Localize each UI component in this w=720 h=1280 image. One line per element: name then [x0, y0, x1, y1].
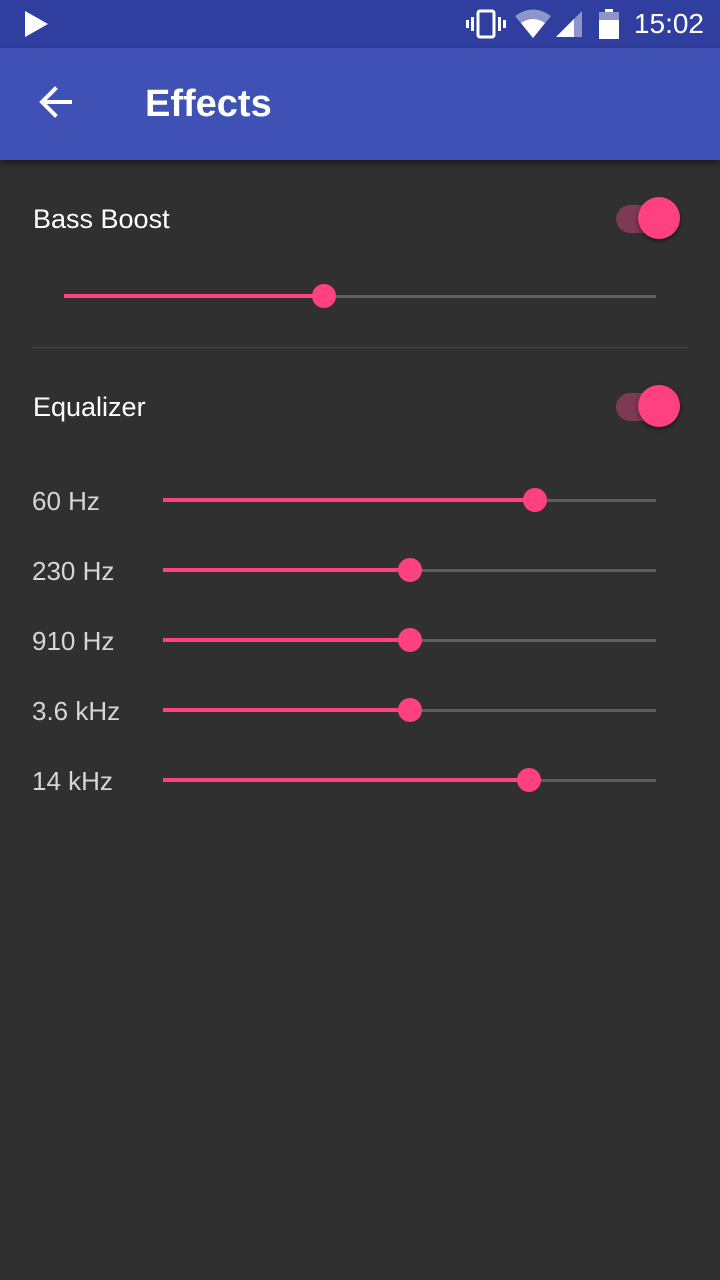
slider-fill — [163, 708, 410, 712]
band-label-910hz: 910 Hz — [32, 626, 115, 656]
slider-fill — [163, 498, 536, 502]
slider-rail — [64, 295, 656, 298]
status-time: 15:02 — [633, 8, 704, 39]
band-label-60hz: 60 Hz — [32, 486, 100, 516]
bass-boost-label: Bass Boost — [33, 204, 170, 234]
band-label-3-6khz: 3.6 kHz — [32, 696, 121, 726]
battery-icon — [598, 0, 620, 48]
switch-thumb — [638, 385, 680, 427]
switch-thumb — [638, 197, 680, 239]
slider-thumb[interactable] — [523, 488, 548, 512]
slider-fill — [64, 294, 325, 298]
signal-icon — [554, 0, 584, 48]
band-slider-910hz[interactable] — [163, 620, 656, 660]
back-button[interactable] — [24, 72, 88, 136]
play-icon — [22, 0, 50, 48]
slider-thumb[interactable] — [312, 284, 337, 308]
bass-boost-slider[interactable] — [64, 276, 656, 316]
bass-boost-switch[interactable] — [614, 195, 684, 243]
status-bar: 15:02 — [0, 0, 720, 48]
equalizer-switch[interactable] — [614, 383, 684, 431]
band-label-230hz: 230 Hz — [32, 556, 115, 586]
slider-fill — [163, 638, 410, 642]
wifi-icon — [514, 0, 552, 48]
app-bar: Effects — [0, 48, 720, 160]
band-slider-230hz[interactable] — [163, 550, 656, 590]
slider-thumb[interactable] — [397, 558, 422, 582]
slider-thumb[interactable] — [517, 768, 542, 792]
slider-thumb[interactable] — [397, 698, 422, 722]
band-slider-60hz[interactable] — [163, 480, 656, 520]
band-slider-3-6khz[interactable] — [163, 690, 656, 730]
slider-fill — [163, 568, 410, 572]
band-slider-14khz[interactable] — [163, 760, 656, 800]
band-label-14khz: 14 kHz — [32, 766, 113, 796]
arrow-back-icon — [38, 84, 74, 125]
vibrate-icon — [466, 0, 506, 48]
divider — [32, 347, 688, 348]
page-title: Effects — [145, 83, 272, 125]
equalizer-label: Equalizer — [33, 392, 146, 422]
slider-thumb[interactable] — [397, 628, 422, 652]
slider-fill — [163, 778, 530, 782]
